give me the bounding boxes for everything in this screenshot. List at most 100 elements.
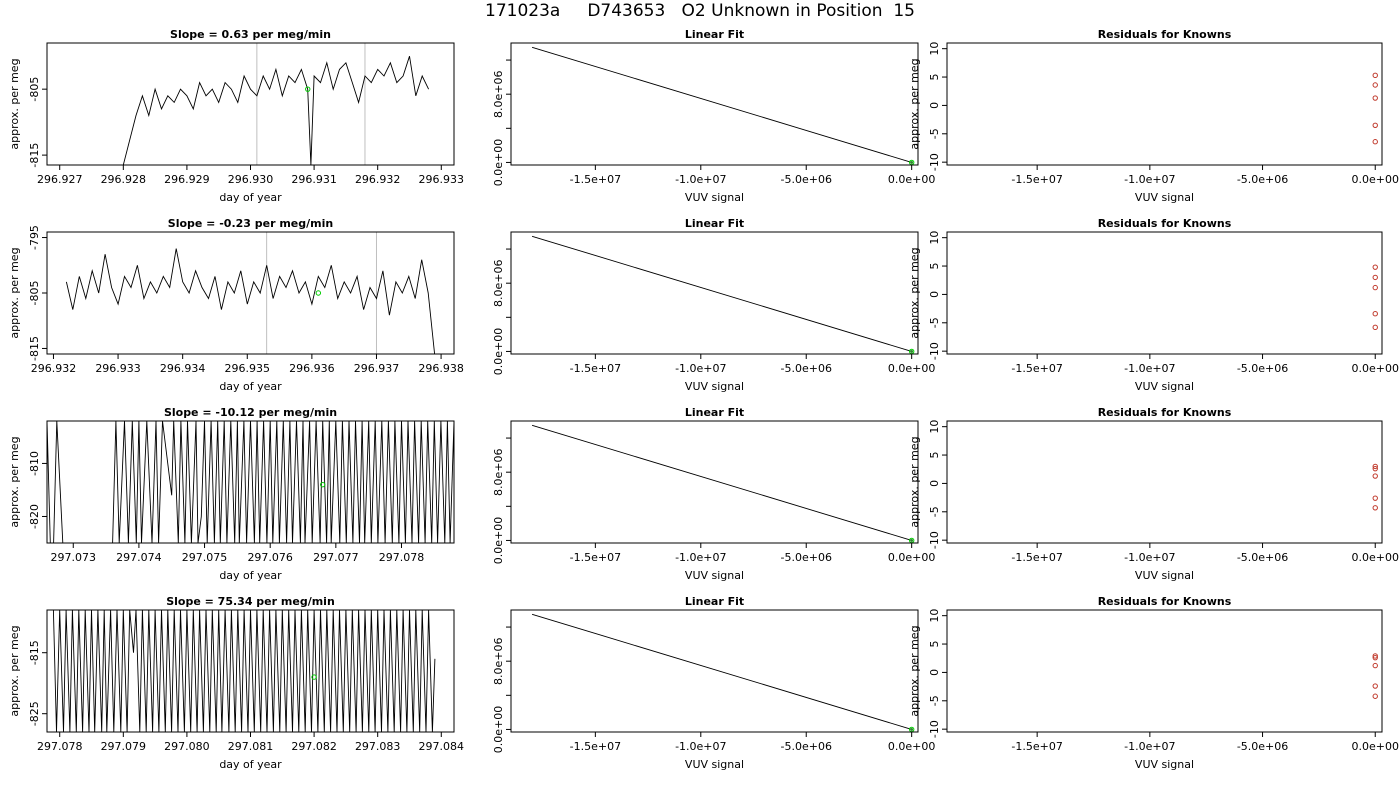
y-axis-label: approx. per meg — [908, 58, 921, 149]
y-axis-label: approx. per meg — [908, 247, 921, 338]
x-tick-label: 0.0e+00 — [888, 740, 935, 753]
series-line — [52, 610, 436, 732]
x-tick-label: -1.0e+07 — [675, 551, 726, 564]
x-tick-label: -5.0e+06 — [1237, 362, 1288, 375]
panel-title: Linear Fit — [685, 217, 744, 230]
residual-point — [1372, 662, 1378, 669]
x-axis-label: VUV signal — [685, 758, 744, 771]
x-tick-label: -5.0e+06 — [781, 173, 832, 186]
x-tick-label: 296.935 — [225, 362, 271, 375]
unknown-point — [305, 86, 311, 92]
x-tick-label: 297.077 — [313, 551, 359, 564]
x-tick-label: 0.0e+00 — [1351, 551, 1398, 564]
panel-4-1: Slope = 75.34 per meg/min 297.078 297.079 2… — [8, 595, 464, 771]
x-tick-label: -5.0e+06 — [1237, 551, 1288, 564]
x-tick-label: 0.0e+00 — [888, 173, 935, 186]
x-tick-label: 297.078 — [379, 551, 425, 564]
plot-data — [531, 235, 915, 354]
x-tick-label: 0.0e+00 — [1351, 173, 1398, 186]
y-tick-label: 0 — [928, 291, 941, 298]
x-tick-label: -1.0e+07 — [1124, 551, 1175, 564]
plot-data — [47, 421, 454, 543]
panel-title: Slope = -10.12 per meg/min — [164, 406, 337, 419]
residual-point — [1372, 473, 1378, 479]
y-tick-label: -5 — [928, 506, 941, 517]
x-axis-label: VUV signal — [685, 569, 744, 582]
panel-title: Linear Fit — [685, 595, 744, 608]
panel-3-1: Slope = -10.12 per meg/min 297.073 297.074… — [8, 406, 455, 582]
plot-data — [65, 248, 436, 354]
residual-point — [1372, 311, 1378, 317]
y-tick-label: -815 — [28, 640, 41, 665]
residual-point — [1372, 654, 1378, 661]
x-tick-label: -1.0e+07 — [1124, 362, 1175, 375]
plot-data — [1372, 463, 1378, 511]
y-axis-label: approx. per meg — [908, 625, 921, 716]
panel-1-3: Residuals for Knowns -1.5e+07 -1.0e+07 -5.0… — [908, 28, 1399, 204]
x-tick-label: -1.5e+07 — [570, 362, 621, 375]
page-title: 171023a D743653 O2 Unknown in Position 1… — [485, 1, 915, 21]
y-tick-label: 0 — [928, 669, 941, 676]
x-tick-label: 0.0e+00 — [888, 551, 935, 564]
residual-point — [1372, 95, 1378, 101]
y-tick-label: -795 — [28, 225, 41, 250]
y-tick-label: 0 — [928, 102, 941, 109]
y-tick-label: 5 — [928, 641, 941, 648]
x-tick-label: 296.938 — [418, 362, 464, 375]
x-tick-label: -5.0e+06 — [781, 740, 832, 753]
y-tick-label: 0.0e+00 — [492, 706, 505, 753]
residual-point — [1372, 465, 1378, 472]
plot-frame — [946, 609, 1383, 733]
y-axis-label: approx. per meg — [8, 247, 21, 338]
panel-4-2: Linear Fit -1.5e+07 -1.0e+07 -5.0e+06 0.0e+0… — [492, 595, 935, 771]
plot-frame — [946, 42, 1383, 166]
x-tick-label: 297.079 — [101, 740, 147, 753]
x-tick-label: -5.0e+06 — [781, 551, 832, 564]
panel-4-3: Residuals for Knowns -1.5e+07 -1.0e+07 -5.0… — [908, 595, 1399, 771]
y-tick-label: -10 — [928, 342, 941, 360]
x-tick-label: -5.0e+06 — [1237, 173, 1288, 186]
x-tick-label: 296.929 — [164, 173, 210, 186]
x-tick-label: 297.073 — [51, 551, 97, 564]
y-tick-label: -10 — [928, 720, 941, 738]
y-tick-label: 5 — [928, 452, 941, 459]
residual-point — [1372, 82, 1378, 88]
x-tick-label: 297.074 — [116, 551, 162, 564]
x-tick-label: 296.930 — [228, 173, 274, 186]
x-tick-label: 297.082 — [291, 740, 337, 753]
plot-frame — [946, 420, 1383, 544]
panel-title: Residuals for Knowns — [1098, 406, 1232, 419]
y-tick-label: 5 — [928, 263, 941, 270]
fit-point-fill — [910, 539, 914, 542]
plot-data — [1372, 653, 1378, 699]
x-tick-label: -1.5e+07 — [570, 740, 621, 753]
fit-line — [531, 613, 912, 730]
series-line — [122, 56, 430, 165]
y-tick-label: -825 — [28, 701, 41, 726]
x-tick-label: -1.5e+07 — [1011, 551, 1062, 564]
x-tick-label: 297.076 — [247, 551, 293, 564]
residual-point — [1372, 505, 1378, 511]
plot-data — [52, 610, 436, 732]
residual-point — [1372, 284, 1378, 291]
fit-point-fill — [910, 350, 914, 353]
x-tick-label: 296.933 — [419, 173, 465, 186]
x-tick-label: -1.0e+07 — [1124, 740, 1175, 753]
x-tick-label: 0.0e+00 — [888, 362, 935, 375]
y-tick-label: -815 — [28, 143, 41, 168]
plot-frame — [510, 420, 919, 544]
y-tick-label: -805 — [28, 77, 41, 102]
x-axis-label: day of year — [219, 758, 282, 771]
y-tick-label: -5 — [928, 317, 941, 328]
plot-data — [531, 424, 915, 543]
y-tick-label: 0.0e+00 — [492, 517, 505, 564]
panel-title: Slope = 75.34 per meg/min — [166, 595, 335, 608]
x-axis-label: VUV signal — [685, 380, 744, 393]
x-tick-label: -1.5e+07 — [1011, 362, 1062, 375]
y-tick-label: 10 — [928, 420, 941, 434]
panel-title: Residuals for Knowns — [1098, 28, 1232, 41]
x-axis-label: VUV signal — [1135, 569, 1194, 582]
y-tick-label: -5 — [928, 695, 941, 706]
unknown-point — [311, 674, 317, 680]
